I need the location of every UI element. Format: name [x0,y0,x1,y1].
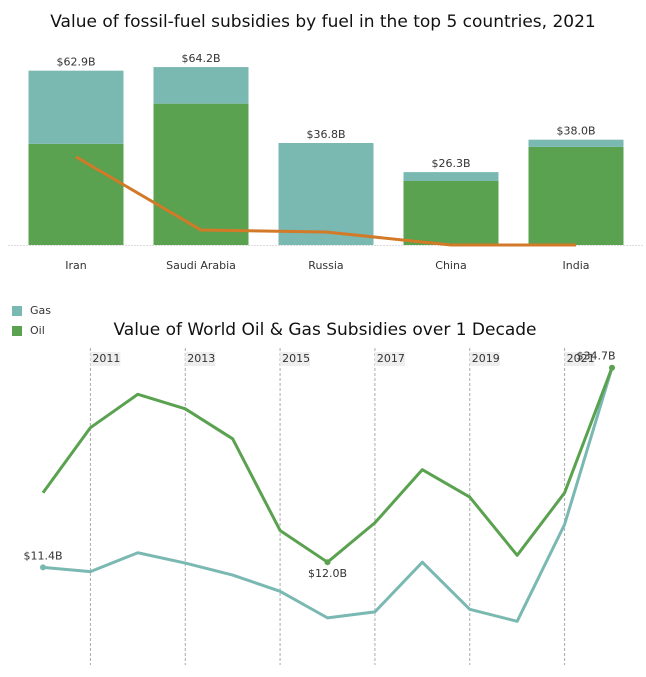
line [41,367,614,564]
value-label: $12.0B [308,567,347,580]
legend-swatch [12,326,22,336]
value-label: $34.7B [576,350,615,363]
chart-title: Value of World Oil & Gas Subsidies over … [113,320,536,340]
tick-label-bg [564,352,595,366]
line [42,367,614,623]
bar-segment [403,180,499,245]
legend-label: Gas [30,304,51,317]
x-tick-label: Russia [308,259,343,272]
tick-label-bg [185,352,216,366]
legend-swatch [12,306,22,316]
bar-segment [153,103,249,246]
x-tick-label: 2011 [92,352,120,365]
total-label: $26.3B [431,157,470,170]
x-tick-label: India [563,259,590,272]
total-label: $36.8B [306,128,345,141]
point [324,559,331,566]
bar-segment [403,172,499,181]
bar-segment [528,146,624,245]
bar-segment [28,143,124,245]
value-label: $11.4B [23,549,62,562]
x-tick-label: 2013 [187,352,215,365]
line [75,155,576,247]
x-tick-label: 2015 [282,352,310,365]
bar-segment [28,70,124,144]
tick-label-bg [374,352,405,366]
chart-title: Value of fossil-fuel subsidies by fuel i… [50,12,596,32]
x-tick-label: Iran [65,259,87,272]
point [40,564,46,571]
total-label: $64.2B [181,52,220,65]
bar-segment [278,143,374,245]
x-tick-label: Saudi Arabia [166,259,236,272]
point [609,364,615,371]
x-tick-label: 2019 [472,352,500,365]
x-tick-label: 2017 [377,352,405,365]
tick-label-bg [90,352,121,366]
x-tick-label: 2021 [567,352,595,365]
bar-segment [528,139,624,147]
tick-label-bg [280,352,311,366]
bar-segment [153,67,249,104]
tick-label-bg [469,352,500,366]
legend-label: Oil [30,324,45,337]
x-tick-label: China [435,259,466,272]
total-label: $38.0B [556,125,595,138]
total-label: $62.9B [56,56,95,69]
